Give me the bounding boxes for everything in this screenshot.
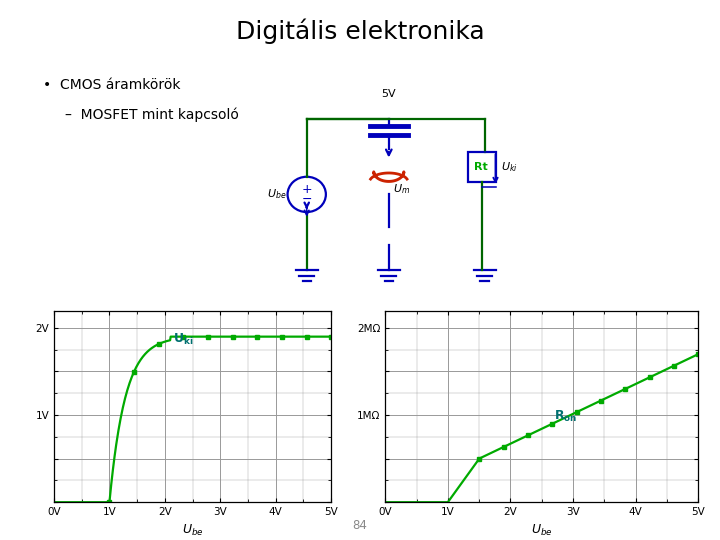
Text: $U_{ki}$: $U_{ki}$ <box>501 160 518 173</box>
Text: $\mathbf{U_{ki}}$: $\mathbf{U_{ki}}$ <box>174 332 194 347</box>
X-axis label: $U_{be}$: $U_{be}$ <box>181 523 204 538</box>
Text: −: − <box>302 193 312 206</box>
Text: 5V: 5V <box>382 89 396 99</box>
Text: •  CMOS áramkörök: • CMOS áramkörök <box>43 78 181 92</box>
Text: +: + <box>302 183 312 196</box>
Text: $U_{be}$: $U_{be}$ <box>267 187 287 201</box>
Text: $\mathbf{R_{on}}$: $\mathbf{R_{on}}$ <box>554 408 577 423</box>
Text: Digitális elektronika: Digitális elektronika <box>235 19 485 44</box>
Bar <box>468 152 495 182</box>
X-axis label: $U_{be}$: $U_{be}$ <box>531 523 553 538</box>
Text: 84: 84 <box>353 519 367 532</box>
Text: $U_m$: $U_m$ <box>393 182 410 195</box>
Text: Rt: Rt <box>474 161 488 172</box>
Text: –  MOSFET mint kapcsoló: – MOSFET mint kapcsoló <box>65 108 238 123</box>
